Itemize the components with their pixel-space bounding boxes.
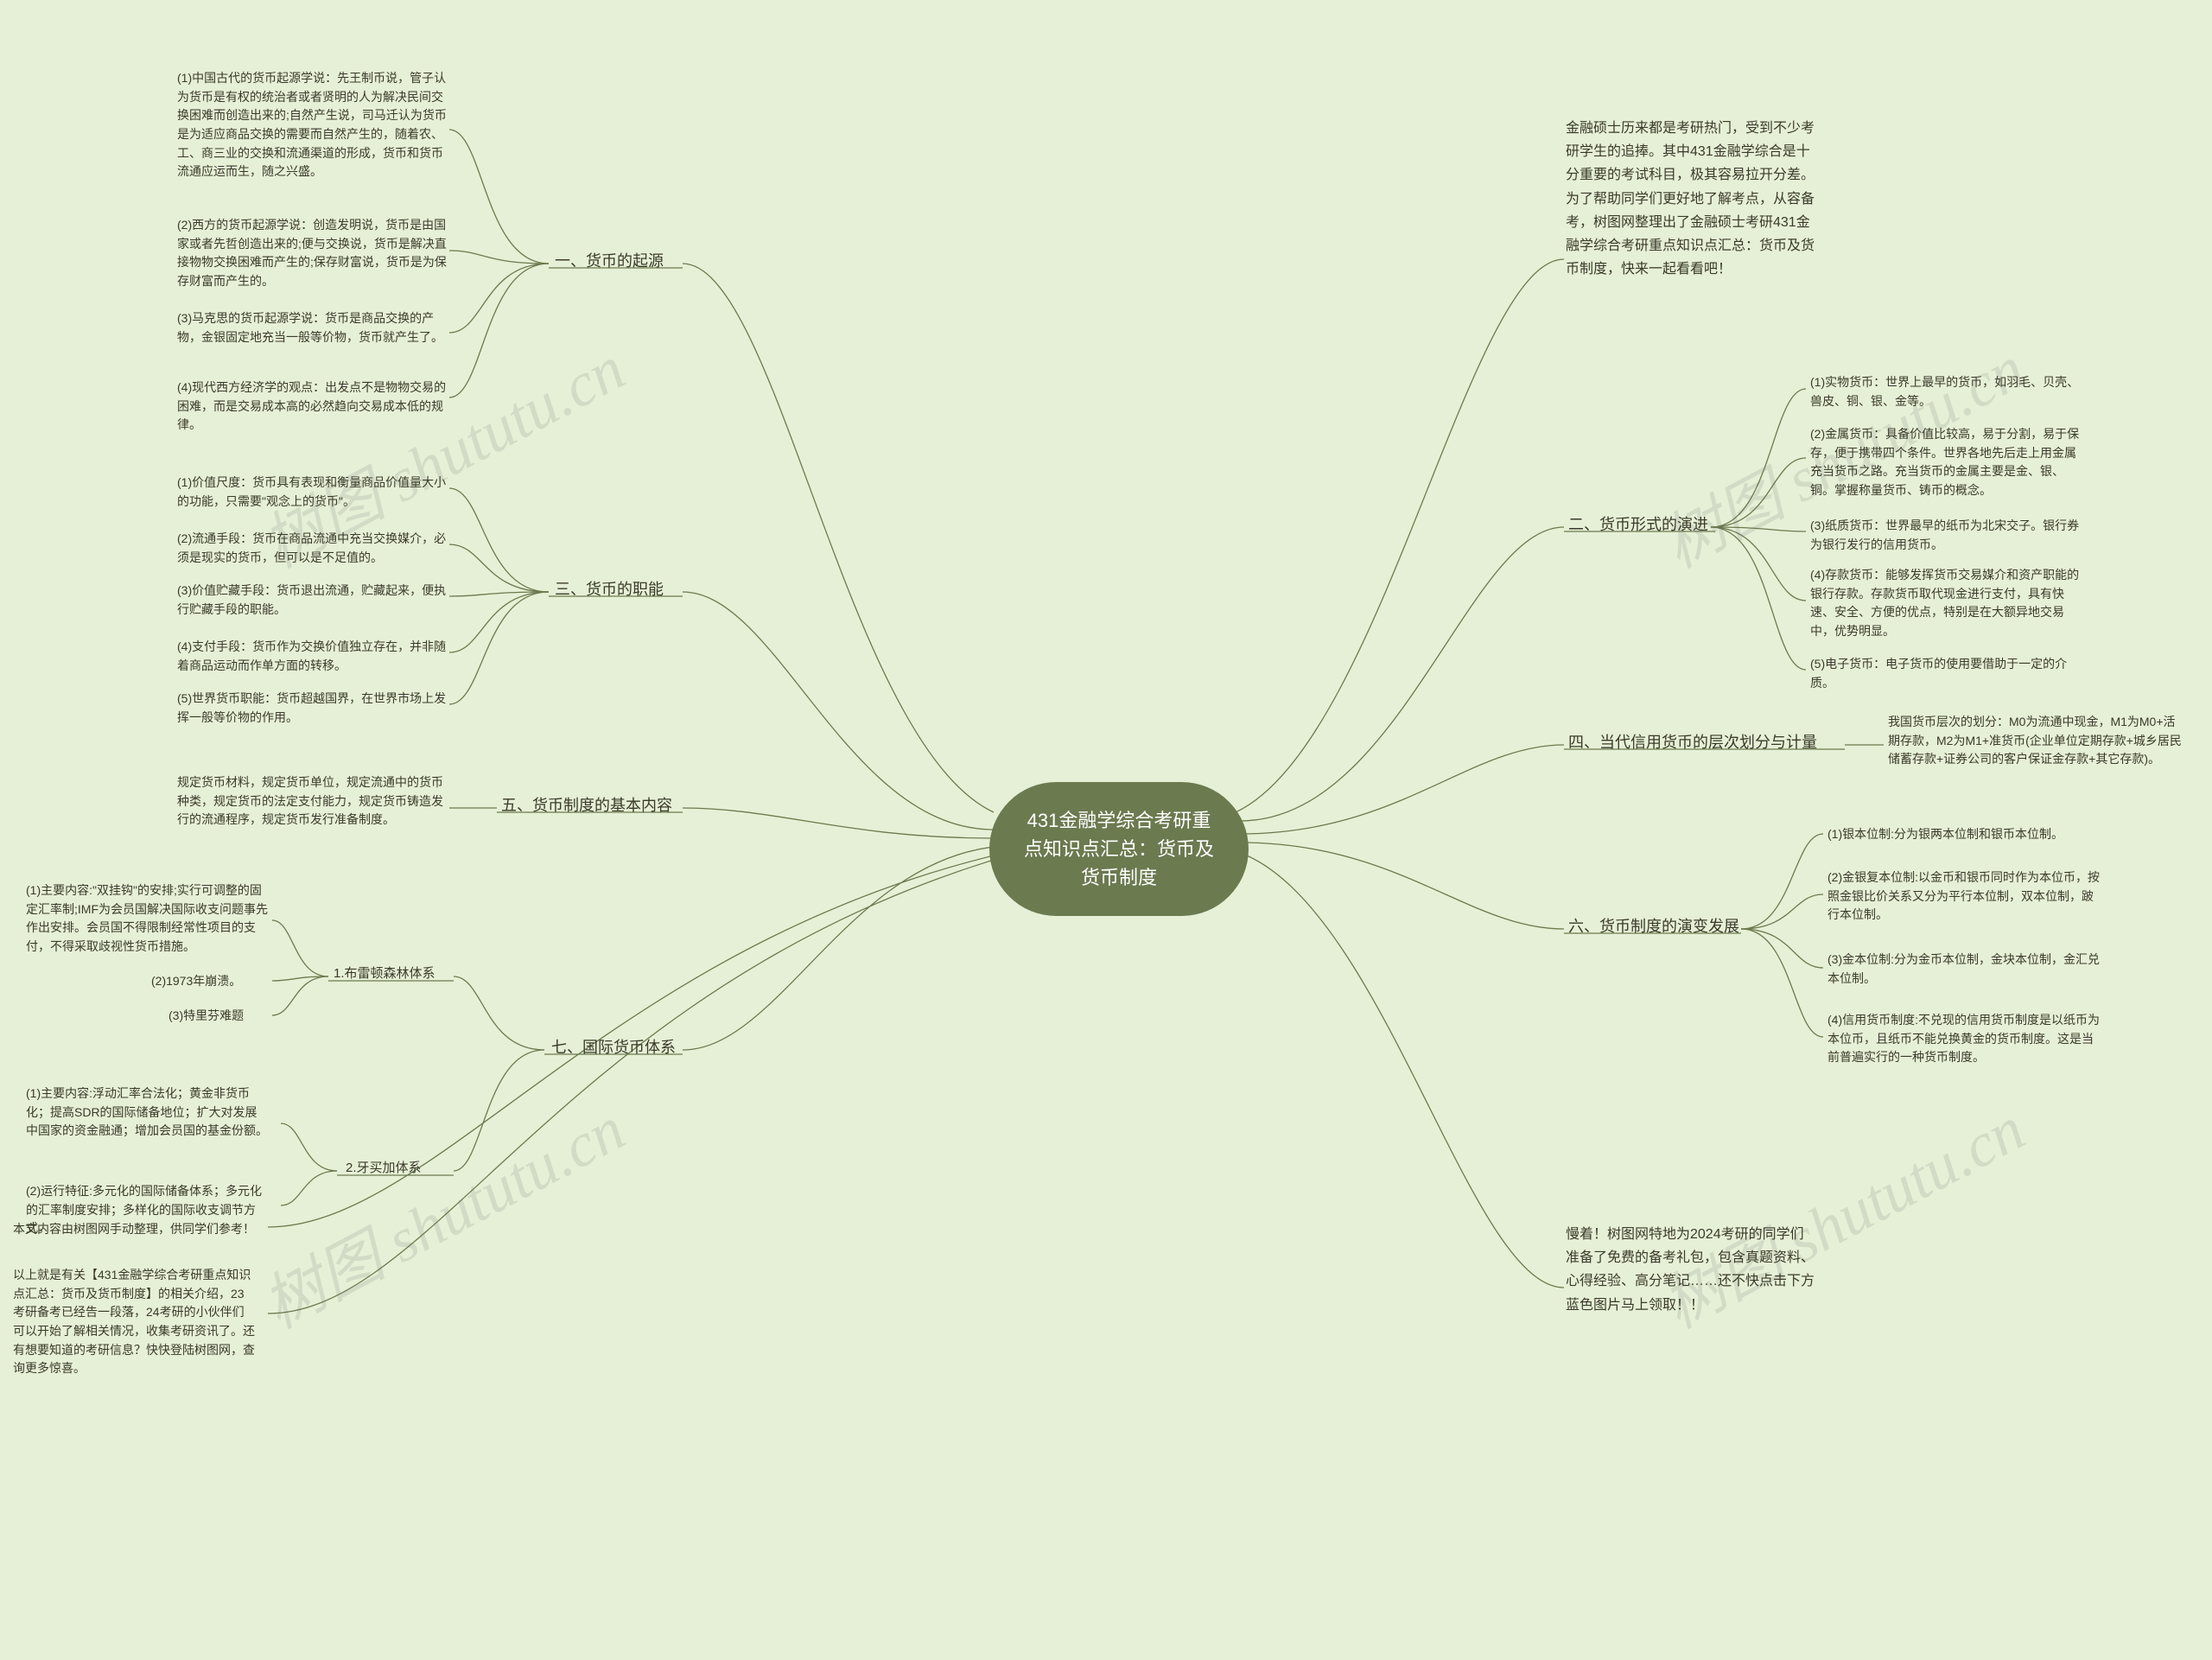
b6-leaf-4: (4)信用货币制度:不兑现的信用货币制度是以纸币为本位币，且纸币不能兑换黄金的货… [1827, 1011, 2104, 1067]
b1-leaf-1: (1)中国古代的货币起源学说：先王制币说，管子认为货币是有权的统治者或者贤明的人… [177, 69, 454, 181]
b4-leaf: 我国货币层次的划分：M0为流通中现金，M1为M0+活期存款，M2为M1+准货币(… [1888, 713, 2182, 769]
b7-s2-l1: (1)主要内容:浮动汇率合法化；黄金非货币化；提高SDR的国际储备地位；扩大对发… [26, 1084, 268, 1141]
b2-leaf-1: (1)实物货币：世界上最早的货币，如羽毛、贝壳、兽皮、铜、银、金等。 [1810, 373, 2087, 410]
b1-leaf-3: (3)马克思的货币起源学说：货币是商品交换的产物，金银固定地充当一般等价物，货币… [177, 309, 454, 347]
b2-leaf-4: (4)存款货币：能够发挥货币交易媒介和资产职能的银行存款。存款货币取代现金进行支… [1810, 566, 2087, 641]
b7-s1-l2: (2)1973年崩溃。 [151, 972, 241, 991]
b7-sub1-label: 1.布雷顿森林体系 [334, 964, 435, 982]
b3-leaf-3: (3)价值贮藏手段：货币退出流通，贮藏起来，便执行贮藏手段的职能。 [177, 582, 454, 619]
b7-sub2-label: 2.牙买加体系 [346, 1158, 422, 1176]
b2-leaf-2: (2)金属货币：具备价值比较高，易于分割，易于保存，便于携带四个条件。世界各地先… [1810, 425, 2087, 500]
watermark: 树图 shututu.cn [244, 1078, 637, 1345]
branch-7-label: 七、国际货币体系 [551, 1035, 676, 1058]
b1-leaf-2: (2)西方的货币起源学说：创造发明说，货币是由国家或者先哲创造出来的;便与交换说… [177, 216, 454, 291]
branch-3-label: 三、货币的职能 [555, 577, 664, 600]
branch-1-label: 一、货币的起源 [555, 249, 664, 271]
b3-leaf-1: (1)价值尺度：货币具有表现和衡量商品价值量大小的功能，只需要"观念上的货币"。 [177, 474, 454, 511]
branch-5-label: 五、货币制度的基本内容 [501, 793, 672, 816]
b1-leaf-4: (4)现代西方经济学的观点：出发点不是物物交易的困难，而是交易成本高的必然趋向交… [177, 378, 454, 435]
b6-leaf-2: (2)金银复本位制:以金币和银币同时作为本位币，按照金银比价关系又分为平行本位制… [1827, 868, 2104, 925]
b3-leaf-2: (2)流通手段：货币在商品流通中充当交换媒介，必须是现实的货币，但可以是不足值的… [177, 530, 454, 567]
footer-2: 以上就是有关【431金融学综合考研重点知识点汇总：货币及货币制度】的相关介绍，2… [13, 1266, 255, 1378]
b5-leaf: 规定货币材料，规定货币单位，规定流通中的货币种类，规定货币的法定支付能力，规定货… [177, 773, 454, 830]
branch-4-label: 四、当代信用货币的层次划分与计量 [1568, 730, 1817, 753]
center-node: 431金融学综合考研重点知识点汇总：货币及货币制度 [989, 782, 1249, 916]
branch-6-label: 六、货币制度的演变发展 [1568, 914, 1739, 937]
b7-s1-l3: (3)特里芬难题 [168, 1007, 244, 1026]
branch-2-label: 二、货币形式的演进 [1568, 512, 1708, 535]
b3-leaf-5: (5)世界货币职能：货币超越国界，在世界市场上发挥一般等价物的作用。 [177, 690, 454, 727]
intro-text: 金融硕士历来都是考研热门，受到不少考研学生的追捧。其中431金融学综合是十分重要… [1566, 117, 1816, 281]
b2-leaf-3: (3)纸质货币：世界最早的纸币为北宋交子。银行券为银行发行的信用货币。 [1810, 517, 2087, 554]
b2-leaf-5: (5)电子货币：电子货币的使用要借助于一定的介质。 [1810, 655, 2087, 692]
footer-1: 本文内容由树图网手动整理，供同学们参考！ [13, 1220, 255, 1239]
b6-leaf-3: (3)金本位制:分为金币本位制，金块本位制，金汇兑本位制。 [1827, 951, 2104, 988]
outro-text: 慢着！树图网特地为2024考研的同学们准备了免费的备考礼包，包含真题资料、心得经… [1566, 1223, 1816, 1317]
b3-leaf-4: (4)支付手段：货币作为交换价值独立存在，并非随着商品运动而作单方面的转移。 [177, 638, 454, 675]
b6-leaf-1: (1)银本位制:分为银两本位制和银币本位制。 [1827, 825, 2063, 844]
b7-s1-l1: (1)主要内容:"双挂钩"的安排;实行可调整的固定汇率制;IMF为会员国解决国际… [26, 881, 268, 957]
